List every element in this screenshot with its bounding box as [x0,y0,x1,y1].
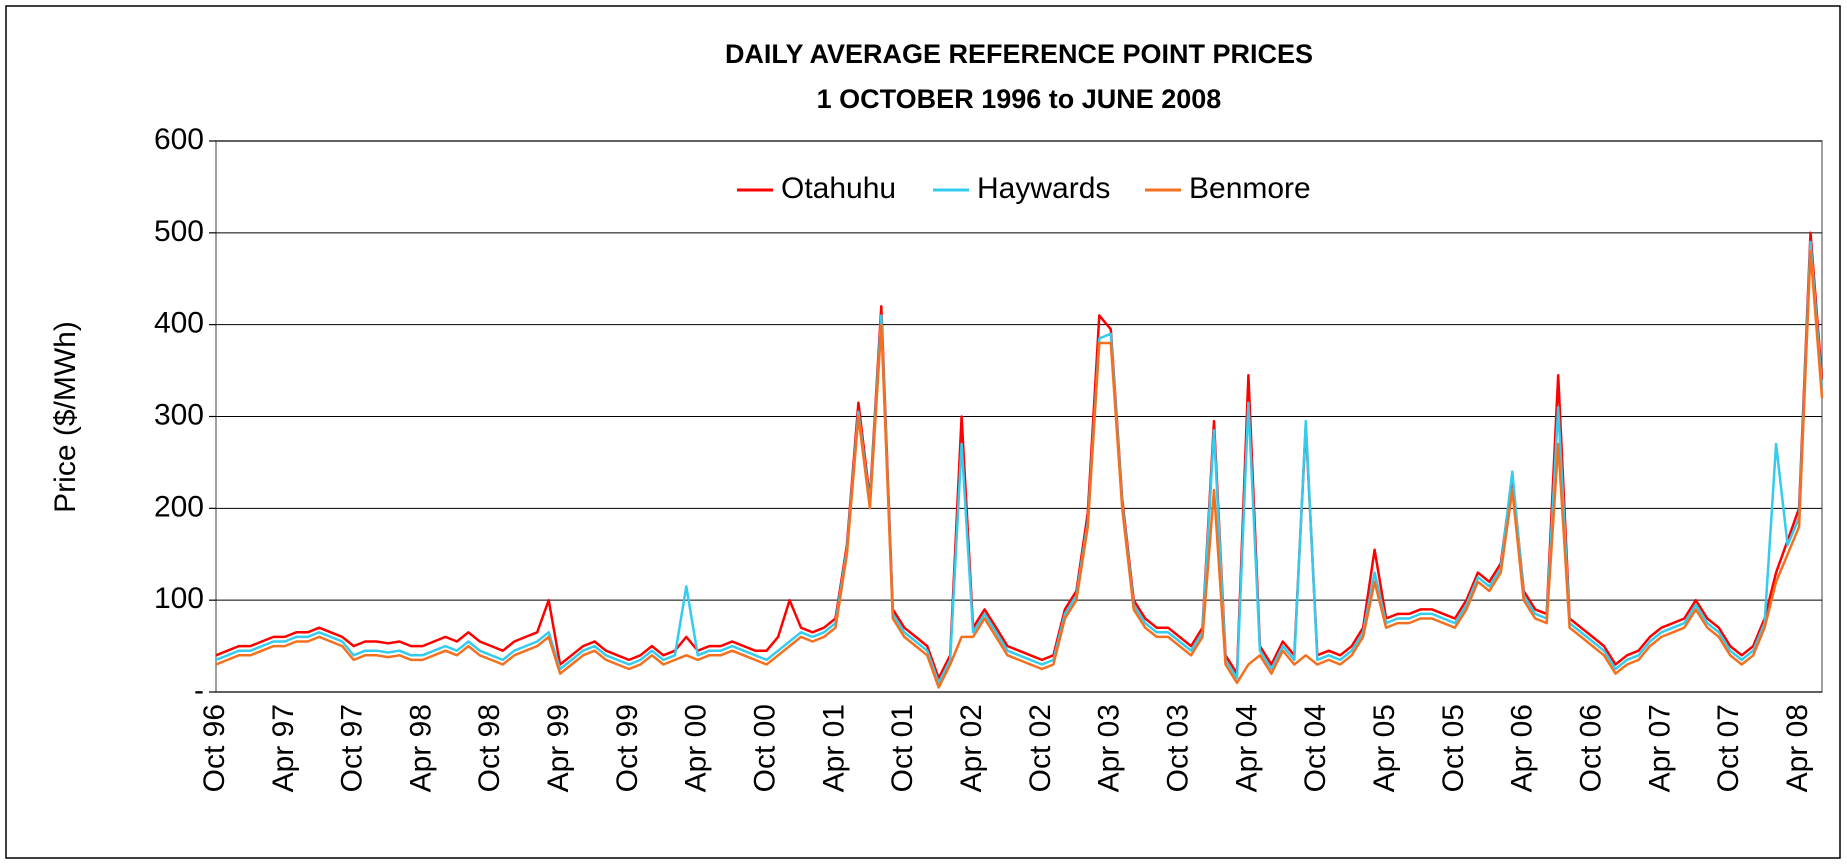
x-tick-label: Apr 05 [1368,704,1401,792]
x-tick-label: Oct 01 [886,704,919,792]
legend-label: Benmore [1189,172,1311,205]
y-axis-label: Price ($/MWh) [49,321,82,513]
x-tick-label: Apr 02 [955,704,988,792]
series-line [215,240,1824,685]
y-tick-label: 500 [154,215,204,248]
y-tick-label: 600 [154,123,204,156]
x-tick-label: Oct 07 [1712,704,1745,792]
x-tick-label: Oct 97 [336,704,369,792]
x-tick-label: Oct 05 [1437,704,1470,792]
x-tick-label: Oct 00 [749,704,782,792]
x-tick-label: Apr 97 [267,704,300,792]
x-tick-label: Oct 03 [1162,704,1195,792]
y-tick-label: 400 [154,307,204,340]
x-tick-label: Oct 06 [1574,704,1607,792]
x-tick-label: Apr 98 [404,704,437,792]
x-tick-label: Apr 03 [1093,704,1126,792]
y-tick-label: 100 [154,582,204,615]
legend-label: Haywards [977,172,1110,205]
x-tick-label: Apr 01 [817,704,850,792]
x-tick-label: Apr 00 [680,704,713,792]
y-tick-label: - [194,674,204,707]
x-tick-label: Oct 96 [198,704,231,792]
x-tick-label: Oct 02 [1024,704,1057,792]
chart-title: DAILY AVERAGE REFERENCE POINT PRICES [725,39,1313,69]
x-tick-label: Apr 06 [1506,704,1539,792]
legend-label: Otahuhu [781,172,896,205]
x-tick-label: Oct 04 [1299,704,1332,792]
x-tick-label: Apr 04 [1230,704,1263,792]
x-tick-label: Apr 07 [1643,704,1676,792]
y-tick-label: 200 [154,490,204,523]
x-tick-label: Apr 99 [542,704,575,792]
chart-subtitle: 1 OCTOBER 1996 to JUNE 2008 [817,84,1222,114]
y-tick-label: 300 [154,398,204,431]
x-tick-label: Oct 98 [473,704,506,792]
x-tick-label: Oct 99 [611,704,644,792]
series-line [215,249,1824,689]
x-tick-label: Apr 08 [1781,704,1814,792]
